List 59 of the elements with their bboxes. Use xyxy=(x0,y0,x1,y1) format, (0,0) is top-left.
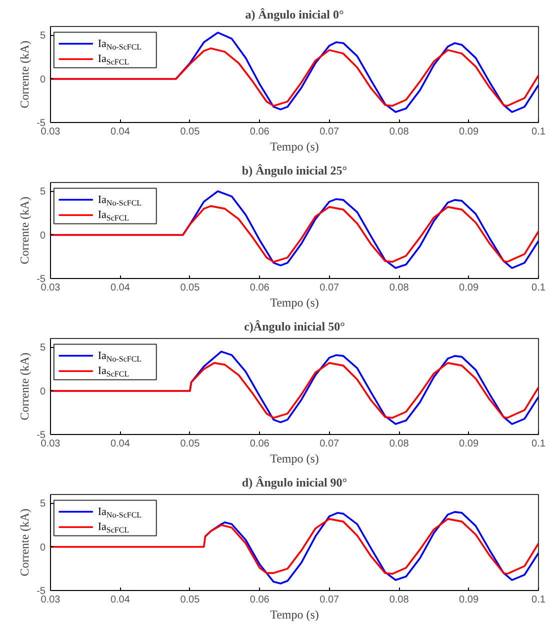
x-tick-label: 0.1 xyxy=(532,282,546,294)
line-series xyxy=(50,205,538,263)
x-tick-label: 0.06 xyxy=(250,282,270,294)
y-tick-label: 0 xyxy=(40,386,46,398)
x-tick-label: 0.06 xyxy=(250,126,270,138)
y-tick-label: -5 xyxy=(36,430,46,441)
x-tick-label: 0.03 xyxy=(40,126,61,138)
x-tick-label: 0.06 xyxy=(250,438,270,450)
y-tick-label: 0 xyxy=(40,230,46,242)
x-tick-label: 0.04 xyxy=(110,282,130,294)
x-tick-label: 0.04 xyxy=(110,126,130,138)
x-tick-label: 0.09 xyxy=(459,282,479,294)
y-axis-title: Corrente (kA) xyxy=(18,508,32,576)
chart-title: d) Ângulo inicial 90° xyxy=(242,476,348,490)
x-tick-label: 0.05 xyxy=(180,438,200,450)
y-axis-title: Corrente (kA) xyxy=(18,40,32,108)
x-tick-label: 0.03 xyxy=(40,282,61,294)
x-tick-label: 0.05 xyxy=(180,282,200,294)
y-tick-label: 0 xyxy=(40,74,46,86)
x-tick-label: 0.08 xyxy=(389,282,410,294)
x-tick-label: 0.04 xyxy=(110,438,130,450)
y-tick-label: -5 xyxy=(36,274,46,285)
chart-title: a) Ângulo inicial 0° xyxy=(245,8,344,22)
x-tick-label: 0.08 xyxy=(389,438,410,450)
x-tick-label: 0.08 xyxy=(389,126,410,138)
x-tick-label: 0.1 xyxy=(532,594,546,606)
y-tick-label: 5 xyxy=(40,342,46,354)
y-tick-label: -5 xyxy=(36,586,46,597)
y-tick-label: 5 xyxy=(40,30,46,42)
x-axis-title: Tempo (s) xyxy=(270,608,319,622)
chart-title: c)Ângulo inicial 50° xyxy=(244,320,346,334)
x-tick-label: 0.03 xyxy=(40,438,61,450)
x-tick-label: 0.05 xyxy=(180,594,200,606)
x-tick-label: 0.07 xyxy=(320,438,340,450)
y-tick-label: 0 xyxy=(40,542,46,554)
x-axis-title: Tempo (s) xyxy=(270,452,319,466)
y-tick-label: 5 xyxy=(40,186,46,198)
x-tick-label: 0.03 xyxy=(40,594,61,606)
y-tick-label: 5 xyxy=(40,498,46,510)
x-tick-label: 0.06 xyxy=(250,594,270,606)
x-tick-label: 0.04 xyxy=(110,594,130,606)
x-tick-label: 0.09 xyxy=(459,594,479,606)
x-tick-label: 0.07 xyxy=(320,126,340,138)
y-axis-title: Corrente (kA) xyxy=(18,196,32,264)
x-tick-label: 0.07 xyxy=(320,594,340,606)
x-axis-title: Tempo (s) xyxy=(270,140,319,154)
x-tick-label: 0.1 xyxy=(532,438,546,450)
chart-title: b) Ângulo inicial 25° xyxy=(242,164,348,178)
x-tick-label: 0.08 xyxy=(389,594,410,606)
x-tick-label: 0.09 xyxy=(459,438,479,450)
x-axis-title: Tempo (s) xyxy=(270,296,319,310)
x-tick-label: 0.05 xyxy=(180,126,200,138)
x-tick-label: 0.09 xyxy=(459,126,479,138)
line-series xyxy=(50,362,538,419)
y-axis-title: Corrente (kA) xyxy=(18,352,32,420)
x-tick-label: 0.07 xyxy=(320,282,340,294)
y-tick-label: -5 xyxy=(36,118,46,129)
line-series xyxy=(50,518,538,575)
x-tick-label: 0.1 xyxy=(532,126,546,138)
